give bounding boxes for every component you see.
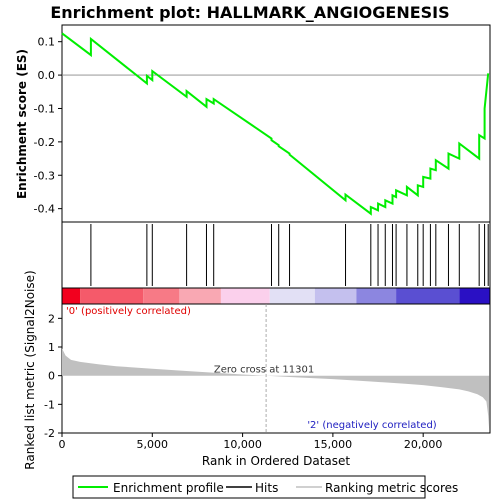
color-bar-segment: [269, 288, 315, 304]
negative-correlated-label: '2' (negatively correlated): [307, 420, 436, 431]
hits-panel-frame: [61, 221, 491, 289]
legend-hits-label: Hits: [255, 481, 278, 495]
metric-y-tick-label: -2: [44, 427, 55, 440]
color-bar-segment: [62, 288, 81, 304]
x-tick-label: 5,000: [137, 438, 169, 451]
rank-color-bar: [61, 287, 491, 305]
es-y-tick-label: -0.1: [34, 102, 55, 115]
x-tick-label: 20,000: [404, 438, 443, 451]
es-y-tick-label: -0.2: [34, 136, 55, 149]
hit-marks: [90, 224, 489, 286]
color-bar-segment: [220, 288, 270, 304]
color-bar-segment: [314, 288, 357, 304]
x-tick-label: 15,000: [314, 438, 353, 451]
color-bar-segment: [459, 288, 490, 304]
legend-metric-label: Ranking metric scores: [325, 481, 458, 495]
x-tick-label: 0: [59, 438, 66, 451]
es-y-axis-label: Enrichment score (ES): [15, 49, 29, 199]
es-y-axis: 0.1 0.0 -0.1 -0.2 -0.3 -0.4: [34, 36, 62, 216]
metric-y-tick-label: -1: [44, 398, 55, 411]
x-tick-label: 10,000: [223, 438, 262, 451]
es-series-line: [61, 32, 490, 216]
metric-y-axis: 2 1 0 -1 -2: [44, 312, 62, 440]
legend: Enrichment profile Hits Ranking metric s…: [72, 475, 458, 499]
chart-title: Enrichment plot: HALLMARK_ANGIOGENESIS: [50, 3, 449, 22]
metric-y-tick-label: 1: [48, 341, 55, 354]
es-y-tick-label: 0.1: [38, 36, 56, 49]
es-panel-frame: [61, 24, 491, 223]
positive-correlated-label: '0' (positively correlated): [66, 306, 191, 317]
legend-es-label: Enrichment profile: [113, 481, 224, 495]
color-bar-segment: [356, 288, 397, 304]
x-axis-label: Rank in Ordered Dataset: [202, 454, 350, 468]
x-axis: 0 5,000 10,000 15,000 20,000: [59, 433, 443, 451]
color-bar-segment: [143, 288, 180, 304]
metric-y-axis-label: Ranked list metric (Signal2Noise): [23, 270, 37, 469]
hits-panel: [61, 221, 491, 289]
es-panel: 0.1 0.0 -0.1 -0.2 -0.3 -0.4 Enrichment score …: [15, 24, 491, 223]
metric-y-tick-label: 2: [48, 312, 55, 325]
color-bar-segment: [80, 288, 144, 304]
color-bar-segment: [396, 288, 460, 304]
metric-y-tick-label: 0: [48, 370, 55, 383]
color-bar-segment: [179, 288, 221, 304]
metric-panel: 2 1 0 -1 -2 '0' (positively correlated) Zero…: [23, 270, 491, 470]
es-y-tick-label: -0.4: [34, 203, 55, 216]
es-y-tick-label: 0.0: [38, 69, 56, 82]
zero-cross-label: Zero cross at 11301: [214, 365, 314, 376]
es-y-tick-label: -0.3: [34, 169, 55, 182]
